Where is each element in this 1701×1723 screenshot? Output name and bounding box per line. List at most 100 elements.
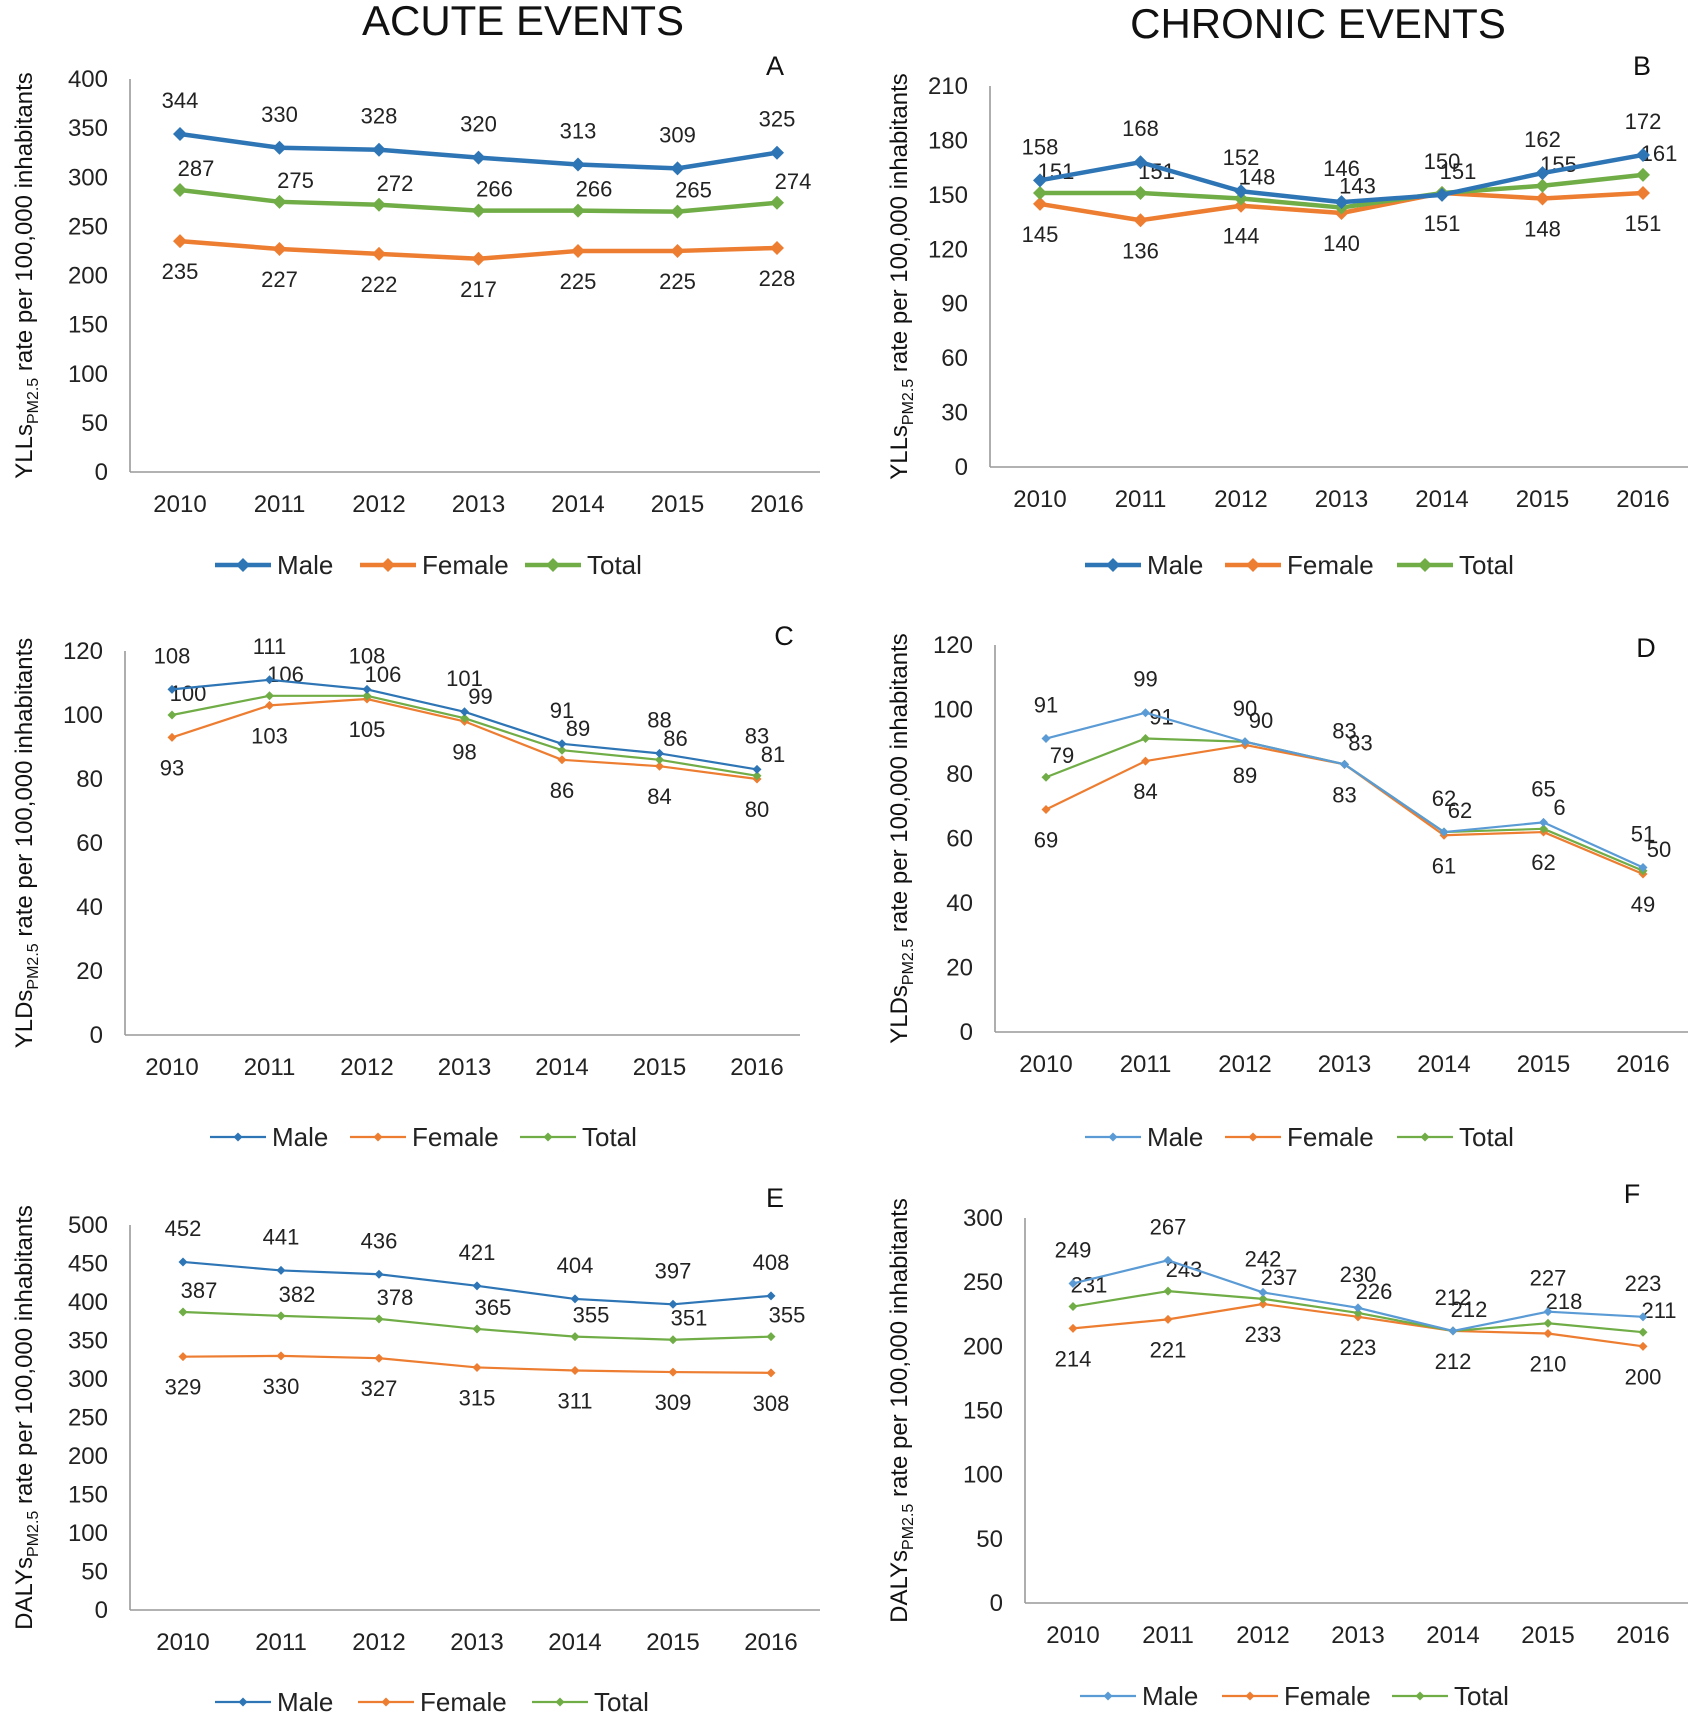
data-point (265, 691, 274, 701)
legend-label: Total (1459, 1122, 1514, 1152)
data-label: 50 (1647, 837, 1671, 862)
legend-marker (1246, 558, 1260, 572)
data-label: 108 (154, 643, 191, 668)
data-label: 330 (263, 1374, 300, 1399)
x-tick-label: 2013 (1315, 486, 1368, 513)
data-point (1133, 213, 1148, 228)
y-tick-label: 450 (68, 1251, 108, 1278)
y-tick-label: 200 (963, 1333, 1003, 1360)
data-point (752, 764, 762, 774)
data-point (655, 761, 664, 771)
data-label: 162 (1524, 127, 1561, 152)
legend-item-female: Female (1225, 550, 1374, 580)
legend-label: Male (1147, 550, 1203, 580)
series-female: 329 330 327 315 311 309 308 (165, 1351, 789, 1416)
panel-letter: C (774, 621, 794, 651)
x-tick-label: 2014 (1426, 1622, 1479, 1649)
data-label: 242 (1245, 1246, 1282, 1271)
y-axis-title: YLLsPM2.5 rate per 100,000 inhabitants (11, 72, 42, 479)
data-point (1141, 708, 1150, 718)
y-tick-label: 200 (68, 1443, 108, 1470)
y-tick-label: 300 (68, 164, 108, 191)
data-label: 51 (1631, 822, 1655, 847)
data-label: 158 (1022, 134, 1059, 159)
legend-label: Male (277, 1687, 333, 1717)
data-label: 397 (655, 1258, 692, 1283)
legend-marker (381, 558, 395, 572)
x-tick-label: 2015 (1517, 1051, 1570, 1078)
x-tick-label: 2010 (153, 491, 206, 518)
legend-marker (1415, 1691, 1425, 1701)
data-label: 218 (1546, 1289, 1583, 1314)
data-point (1439, 827, 1449, 837)
data-point (471, 203, 486, 218)
data-point (1353, 1303, 1363, 1313)
y-tick-label: 30 (941, 400, 968, 427)
data-label: 212 (1435, 1285, 1472, 1310)
x-tick-label: 2012 (1236, 1622, 1289, 1649)
data-label: 146 (1323, 156, 1360, 181)
legend-label: Male (1147, 1122, 1203, 1152)
data-label: 212 (1435, 1349, 1472, 1374)
x-tick-label: 2014 (551, 491, 604, 518)
x-tick-label: 2015 (1521, 1622, 1574, 1649)
data-point (1535, 178, 1550, 193)
legend-label: Total (1459, 550, 1514, 580)
x-tick-label: 2010 (1046, 1622, 1099, 1649)
data-label: 212 (1451, 1297, 1488, 1322)
data-label: 223 (1340, 1335, 1377, 1360)
legend-label: Female (1287, 550, 1374, 580)
y-tick-label: 20 (946, 955, 973, 982)
data-point (766, 1291, 776, 1301)
data-label: 151 (1625, 211, 1662, 236)
y-tick-label: 350 (68, 1328, 108, 1355)
legend-label: Male (1142, 1681, 1198, 1711)
data-label: 327 (361, 1376, 398, 1401)
x-tick-label: 2013 (1318, 1051, 1371, 1078)
data-point (670, 243, 685, 258)
legend: Male Female Total (1080, 1681, 1509, 1711)
y-tick-label: 0 (90, 1022, 103, 1049)
data-label: 330 (261, 102, 298, 127)
legend-marker (555, 1697, 565, 1707)
data-point (472, 1281, 482, 1291)
data-point (265, 700, 274, 710)
data-point (1234, 198, 1248, 213)
data-point (668, 1367, 678, 1377)
x-tick-label: 2012 (1214, 486, 1267, 513)
data-label: 325 (759, 107, 796, 132)
panel-letter: D (1636, 633, 1656, 663)
y-tick-label: 60 (76, 830, 103, 857)
data-label: 49 (1631, 892, 1655, 917)
data-point (167, 732, 177, 742)
legend-label: Total (594, 1687, 649, 1717)
data-label: 387 (181, 1278, 218, 1303)
y-tick-label: 100 (963, 1462, 1003, 1489)
data-point (1163, 1286, 1173, 1296)
y-tick-label: 80 (946, 761, 973, 788)
data-point (1638, 1341, 1648, 1351)
data-point (372, 246, 386, 261)
data-label: 83 (1332, 718, 1356, 743)
data-label: 227 (261, 267, 298, 292)
y-tick-label: 120 (63, 638, 103, 665)
x-tick-label: 2010 (1013, 486, 1066, 513)
data-point (178, 1257, 188, 1267)
data-point (571, 203, 585, 218)
data-point (167, 684, 177, 694)
legend-label: Female (422, 550, 509, 580)
data-label: 237 (1261, 1265, 1298, 1290)
data-point (1636, 167, 1650, 182)
data-label: 225 (659, 269, 696, 294)
y-tick-label: 150 (68, 312, 108, 339)
data-point (1535, 166, 1550, 181)
legend-label: Female (412, 1122, 499, 1152)
x-tick-label: 2016 (750, 491, 803, 518)
data-label: 86 (663, 726, 687, 751)
data-point (372, 197, 386, 212)
data-point (570, 1366, 580, 1376)
x-tick-label: 2011 (1142, 1622, 1194, 1649)
data-point (272, 194, 287, 209)
data-label: 151 (1440, 159, 1477, 184)
